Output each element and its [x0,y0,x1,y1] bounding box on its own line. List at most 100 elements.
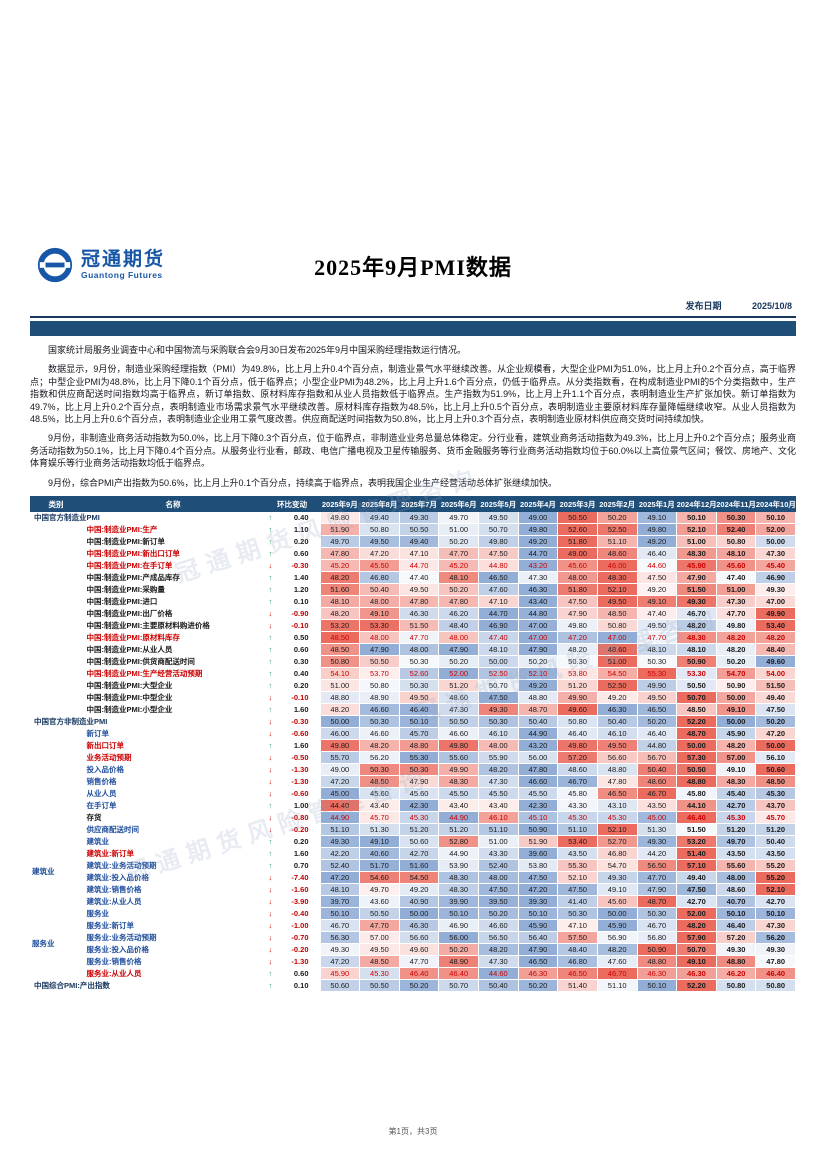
value-cell: 56.40 [518,931,559,945]
value-cell: 48.60 [597,547,638,561]
value-cell: 52.50 [597,523,638,537]
value-cell: 54.50 [597,667,638,681]
page-title: 2025年9月PMI数据 [314,255,512,280]
value-cell: 52.40 [478,859,519,873]
value-cell: 44.90 [320,811,361,825]
arrow-down-icon: ↓ [268,717,273,727]
mom-change-cell: ↓ -0.60 [264,787,321,801]
arrow-down-icon: ↓ [268,897,273,907]
value-cell: 48.30 [438,775,479,789]
value-cell: 53.70 [359,667,400,681]
value-cell: 51.90 [320,523,361,537]
paragraph-1: 国家统计局服务业调查中心和中国物流与采购联合会9月30日发布2025年9月中国采… [48,345,467,355]
arrow-down-icon: ↓ [268,729,273,739]
value-cell: 47.40 [399,571,440,585]
value-cell: 55.70 [320,751,361,765]
value-cell: 53.80 [557,667,598,681]
value-cell: 49.20 [637,583,678,597]
paragraph-2: 数据显示，9月份，制造业采购经理指数（PMI）为49.8%，比上月上升0.4个百… [30,364,796,425]
value-cell: 46.70 [637,919,678,933]
value-cell: 47.20 [557,631,598,645]
value-cell: 50.50 [359,979,400,993]
arrow-down-icon: ↓ [268,873,273,883]
table-row: 建筑业:业务活动预期 ↑ 0.70 52.40 51.70 51.60 53.90 52.40… [30,859,796,873]
arrow-up-icon: ↑ [268,633,273,643]
value-cell: 49.30 [755,583,796,597]
row-label: 投入品价格 [82,763,265,777]
value-cell: 44.90 [518,727,559,741]
value-cell: 49.90 [637,679,678,693]
value-cell: 56.60 [597,751,638,765]
value-cell: 49.40 [755,691,796,705]
mom-change-cell: ↑ 0.40 [264,512,321,525]
value-cell: 50.30 [478,715,519,729]
value-cell: 49.50 [478,512,519,525]
mom-change-value: 1.60 [293,849,309,859]
summary-text: 国家统计局服务业调查中心和中国物流与采购联合会9月30日发布2025年9月中国采… [30,344,796,489]
row-label: 销售价格 [82,775,265,789]
table-row: 中国官方制造业PMI ↑ 0.40 49.80 49.40 49.30 49.70 49.50… [30,512,796,525]
value-cell: 54.50 [399,871,440,885]
mom-change-value: -0.60 [291,789,309,799]
value-cell: 42.20 [320,847,361,861]
value-cell: 52.10 [557,871,598,885]
value-cell: 51.70 [359,859,400,873]
mom-change-value: 0.40 [293,669,309,679]
value-cell: 55.60 [716,859,757,873]
pmi-data-table: 类别 名称 环比变动 2025年9月 2025年8月 2025年7月 2025年6月 2025… [30,496,796,993]
value-cell: 47.30 [518,571,559,585]
table-row: 销售价格 ↓ -1.30 47.20 48.50 47.90 48.30 47.30 46.60… [30,775,796,789]
row-label: 供应商配送时间 [82,823,265,837]
value-cell: 43.50 [716,847,757,861]
value-cell: 53.30 [359,619,400,633]
value-cell: 46.40 [399,967,440,981]
value-cell: 57.20 [716,931,757,945]
value-cell: 48.00 [478,871,519,885]
mom-change-value: 1.20 [293,585,309,595]
value-cell: 43.40 [478,799,519,813]
value-cell: 51.10 [320,823,361,837]
mom-change-cell: ↓ -0.20 [264,943,321,957]
value-cell: 57.30 [676,751,717,765]
value-cell: 50.10 [755,512,796,525]
value-cell: 50.50 [676,763,717,777]
mom-change-cell: ↓ -0.30 [264,559,321,573]
value-cell: 45.30 [399,811,440,825]
table-row: 中国:制造业PMI:主要原材料购进价格 ↓ -0.10 53.20 53.30 51.50… [30,619,796,633]
value-cell: 46.70 [557,775,598,789]
mom-change-cell: ↑ 0.20 [264,835,321,849]
paragraph-3: 9月份，非制造业商务活动指数为50.0%，比上月下降0.3个百分点，位于临界点，… [30,433,796,469]
value-cell: 49.40 [359,512,400,525]
table-row: 中国:制造业PMI:新出口订单 ↑ 0.60 47.80 47.20 47.10 47.70… [30,547,796,561]
value-cell: 48.60 [557,763,598,777]
value-cell: 47.30 [716,595,757,609]
mom-change-value: -0.70 [291,933,309,943]
value-cell: 48.00 [399,643,440,657]
mom-change-cell: ↓ -1.30 [264,955,321,969]
value-cell: 51.20 [716,823,757,837]
row-label: 中国:制造业PMI:生产 [82,523,265,537]
value-cell: 50.00 [399,907,440,921]
arrow-down-icon: ↓ [268,693,273,703]
mom-change-value: 0.40 [293,513,309,523]
value-cell: 48.80 [320,691,361,705]
value-cell: 44.40 [320,799,361,813]
value-cell: 49.80 [320,512,361,525]
value-cell: 48.20 [478,763,519,777]
arrow-down-icon: ↓ [268,765,273,775]
value-cell: 47.00 [597,631,638,645]
value-cell: 53.40 [557,835,598,849]
value-cell: 50.30 [557,907,598,921]
value-cell: 48.80 [716,955,757,969]
value-cell: 52.10 [755,883,796,897]
arrow-up-icon: ↑ [268,681,273,691]
arrow-up-icon: ↑ [268,549,273,559]
value-cell: 49.80 [637,523,678,537]
value-cell: 48.20 [676,919,717,933]
row-label: 服务业:业务活动预期 [82,931,265,945]
value-cell: 47.90 [637,883,678,897]
category-cell-empty [30,619,83,633]
value-cell: 49.70 [438,512,479,525]
mom-change-value: 0.20 [293,681,309,691]
mom-change-cell: ↓ -0.40 [264,907,321,921]
